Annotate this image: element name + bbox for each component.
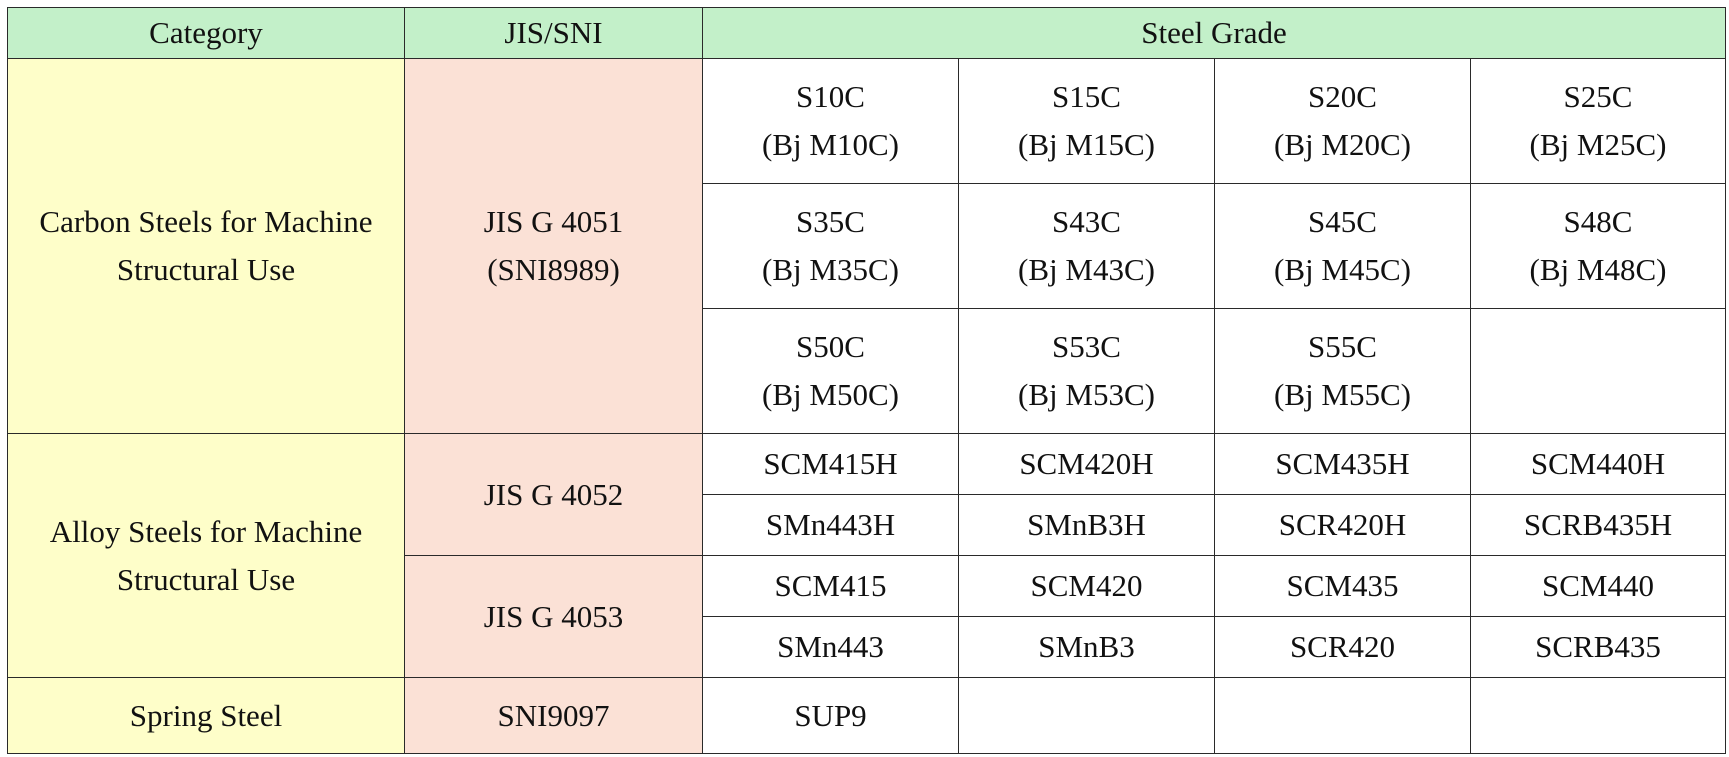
grade-cell: SMn443H bbox=[702, 494, 959, 556]
category-cell: Spring Steel bbox=[7, 677, 405, 754]
standard-name: SNI9097 bbox=[497, 697, 610, 733]
grade-cell: SCM415 bbox=[702, 555, 959, 617]
table-row: Spring Steel SNI9097 SUP9 bbox=[7, 677, 1727, 754]
grade-cell: S15C (Bj M15C) bbox=[958, 58, 1215, 184]
grade-equivalent: (Bj M20C) bbox=[1274, 127, 1411, 162]
standard-cell: JIS G 4051 (SNI8989) bbox=[404, 58, 703, 434]
grade-name: S35C bbox=[796, 204, 865, 239]
grade-cell: SCR420H bbox=[1214, 494, 1471, 556]
grade-cell: SMn443 bbox=[702, 616, 959, 678]
grade-cell: SCM435 bbox=[1214, 555, 1471, 617]
grade-equivalent: (Bj M25C) bbox=[1529, 127, 1667, 162]
standard-name: JIS G 4051 bbox=[483, 204, 624, 239]
grade-cell: SCM440 bbox=[1469, 555, 1727, 617]
grade-name: S43C bbox=[1052, 204, 1121, 239]
grade-equivalent: (Bj M53C) bbox=[1018, 377, 1155, 412]
grade-cell: S20C (Bj M20C) bbox=[1214, 58, 1471, 184]
table-row: S35C (Bj M35C) S43C (Bj M43C) S45C (Bj M45C) S… bbox=[8, 183, 1727, 309]
grade-cell: S43C (Bj M43C) bbox=[958, 183, 1215, 309]
table-row: JIS G 4053 SCM415 SCM420 SCM435 SCM440 bbox=[8, 555, 1727, 678]
grade-cell: S10C (Bj M10C) bbox=[702, 58, 959, 184]
grade-cell: SMnB3 bbox=[958, 616, 1215, 678]
grade-cell: SCM420 bbox=[958, 555, 1215, 617]
empty-cell bbox=[1469, 308, 1727, 434]
category-cell: Carbon Steels for Machine Structural Use bbox=[7, 58, 405, 434]
empty-cell bbox=[1214, 677, 1471, 754]
grade-cell: S48C (Bj M48C) bbox=[1469, 183, 1727, 309]
grade-cell: SMnB3H bbox=[958, 494, 1215, 556]
grade-name: S20C bbox=[1308, 79, 1377, 114]
grade-equivalent: (Bj M55C) bbox=[1274, 377, 1411, 412]
grade-equivalent: (Bj M43C) bbox=[1018, 252, 1155, 287]
grade-cell: S35C (Bj M35C) bbox=[702, 183, 959, 309]
grade-name: S15C bbox=[1052, 79, 1121, 114]
grade-equivalent: (Bj M45C) bbox=[1274, 252, 1411, 287]
standard-cell: JIS G 4053 bbox=[404, 555, 703, 678]
grade-cell: S25C (Bj M25C) bbox=[1469, 58, 1727, 184]
grade-equivalent: (Bj M50C) bbox=[762, 377, 899, 412]
grade-equivalent: (Bj M10C) bbox=[762, 127, 899, 162]
grade-name: S25C bbox=[1563, 79, 1633, 114]
grade-cell: SCM440H bbox=[1469, 433, 1727, 495]
empty-cell bbox=[1469, 677, 1727, 754]
grade-cell: S45C (Bj M45C) bbox=[1214, 183, 1471, 309]
grade-cell: SCM435H bbox=[1214, 433, 1471, 495]
grade-cell: SCM420H bbox=[958, 433, 1215, 495]
grade-cell: SCRB435 bbox=[1469, 616, 1727, 678]
table-row: Carbon Steels for Machine Structural Use… bbox=[7, 58, 1727, 434]
steel-grade-table: Category JIS/SNI Steel Grade Carbon Stee… bbox=[7, 7, 1727, 754]
header-cell: Steel Grade bbox=[701, 7, 1727, 59]
grade-name: S48C bbox=[1563, 204, 1633, 239]
grade-cell: S55C (Bj M55C) bbox=[1214, 308, 1471, 434]
header-cell: JIS/SNI bbox=[404, 7, 703, 59]
standard-cell: SNI9097 bbox=[404, 677, 703, 754]
table-row: S50C (Bj M50C) S53C (Bj M53C) S55C (Bj M55C) bbox=[8, 308, 1727, 434]
grade-cell: SCRB435H bbox=[1469, 494, 1727, 556]
standard-name: JIS G 4053 bbox=[483, 598, 624, 634]
grade-name: S55C bbox=[1308, 329, 1377, 364]
header-cell: Category bbox=[7, 7, 405, 59]
grade-name: S45C bbox=[1308, 204, 1377, 239]
grade-cell: SCM415H bbox=[702, 433, 959, 495]
table-body: Carbon Steels for Machine Structural Use… bbox=[7, 58, 1727, 754]
header-row: Category JIS/SNI Steel Grade bbox=[7, 7, 1727, 59]
standard-cell: JIS G 4052 bbox=[404, 433, 703, 556]
empty-cell bbox=[958, 677, 1215, 754]
grade-cell: S50C (Bj M50C) bbox=[702, 308, 959, 434]
grade-equivalent: (Bj M35C) bbox=[762, 252, 899, 287]
grade-cell: SUP9 bbox=[702, 677, 959, 754]
grade-equivalent: (Bj M15C) bbox=[1018, 127, 1155, 162]
table-row: SMn443H SMnB3H SCR420H SCRB435H bbox=[8, 494, 1727, 556]
grade-name: S53C bbox=[1052, 329, 1121, 364]
standard-name: JIS G 4052 bbox=[483, 476, 624, 512]
grade-equivalent: (Bj M48C) bbox=[1529, 252, 1667, 287]
grade-name: S50C bbox=[796, 329, 865, 364]
table-row: Alloy Steels for Machine Structural Use J… bbox=[7, 433, 1727, 678]
category-cell: Alloy Steels for Machine Structural Use bbox=[7, 433, 405, 678]
standard-note: (SNI8989) bbox=[487, 252, 620, 287]
grade-cell: SCR420 bbox=[1214, 616, 1471, 678]
grade-cell: S53C (Bj M53C) bbox=[958, 308, 1215, 434]
grade-name: S10C bbox=[796, 79, 865, 114]
